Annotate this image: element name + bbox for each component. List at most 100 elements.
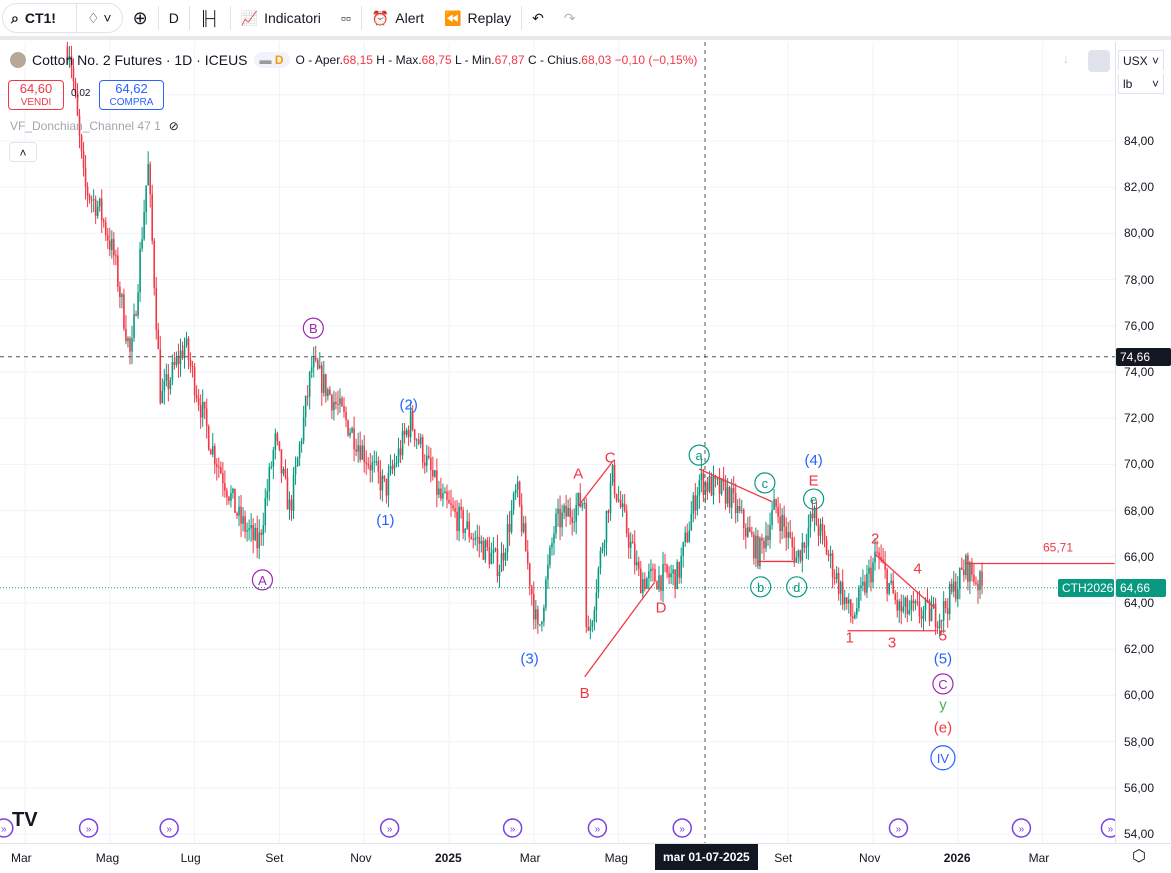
candle-body xyxy=(163,380,166,391)
candle-body xyxy=(736,506,739,514)
candle-body xyxy=(456,511,458,531)
candle-body xyxy=(238,506,240,516)
candle-body xyxy=(817,525,820,536)
settings-icon[interactable]: ⬡ xyxy=(1132,848,1146,865)
event-icon[interactable]: » xyxy=(1100,818,1115,838)
price-axis[interactable]: 84,00 82,00 80,00 78,00 76,00 74,00 72,00 70,00… xyxy=(1115,42,1171,843)
candle-body xyxy=(300,440,303,445)
undo-button[interactable]: ↶ xyxy=(522,3,554,33)
candle-body xyxy=(343,406,345,412)
candle-body xyxy=(417,439,420,445)
candle-body xyxy=(535,609,537,620)
candle-body xyxy=(425,455,428,466)
candle-body xyxy=(432,469,434,477)
layouts-button[interactable]: ▫▫ xyxy=(331,3,361,33)
wave-label: B xyxy=(580,685,590,702)
wave-label: (4) xyxy=(804,452,822,469)
candle-body xyxy=(561,512,563,528)
candle-body xyxy=(902,606,905,612)
price-tick: 84,00 xyxy=(1124,134,1155,148)
wave-label: (2) xyxy=(400,396,418,413)
event-icon[interactable]: » xyxy=(587,818,608,838)
candle-body xyxy=(218,466,220,468)
fullscreen-button[interactable] xyxy=(1088,50,1110,72)
crosshair-date-label: mar 01-07-2025 xyxy=(655,844,758,870)
last-price-label: 64,66 xyxy=(1116,578,1166,597)
redo-button[interactable]: ↷ xyxy=(554,3,586,33)
collapse-legend-button[interactable]: ˄ xyxy=(9,142,37,162)
candle-body xyxy=(829,553,832,557)
candle-body xyxy=(847,599,850,604)
candle-body xyxy=(539,624,541,626)
symbol-title: Cotton No. 2 Futures · 1D · ICEUS xyxy=(32,52,248,68)
event-icon[interactable]: » xyxy=(888,818,909,838)
candle-body xyxy=(444,491,446,494)
candle-body xyxy=(613,464,616,494)
event-icon[interactable]: » xyxy=(672,818,692,838)
interval-button[interactable]: D xyxy=(159,3,189,33)
candle-body xyxy=(795,557,798,563)
candle-body xyxy=(381,475,384,491)
price-tick: 58,00 xyxy=(1124,734,1155,749)
currency-select[interactable]: USX ˅ xyxy=(1118,50,1164,70)
time-tick: 2026 xyxy=(943,851,971,865)
candle-body xyxy=(672,569,674,574)
h-label: H - Max. xyxy=(376,53,422,67)
candle-body xyxy=(625,510,628,534)
candle-body xyxy=(734,492,737,514)
compare-icon[interactable]: ♢ ˅ xyxy=(86,9,112,26)
candle-body xyxy=(296,457,299,467)
event-icon[interactable]: » xyxy=(1011,818,1032,838)
candle-body xyxy=(759,537,761,567)
hidden-eye-icon[interactable]: ⊘ xyxy=(168,119,179,133)
divider xyxy=(157,6,159,30)
event-icon[interactable]: » xyxy=(159,818,179,838)
price-tick: 82,00 xyxy=(1124,180,1155,195)
event-icon[interactable]: » xyxy=(0,818,14,838)
h-value: 68,75 xyxy=(421,53,452,67)
wave-label: IV xyxy=(937,751,950,766)
candle-body xyxy=(658,575,660,590)
candle-body xyxy=(811,513,814,519)
candle-body xyxy=(952,581,955,592)
candle-body xyxy=(708,475,711,492)
buy-button[interactable]: 64,62 COMPRA xyxy=(99,80,164,110)
time-tick: Mar xyxy=(519,851,541,865)
candle-body xyxy=(248,528,250,531)
time-tick: Mar xyxy=(1028,851,1050,865)
add-symbol-button[interactable]: ⊕ xyxy=(123,3,158,33)
symbol-search[interactable]: ⌕ CT1! ♢ ˅ xyxy=(2,3,123,33)
sell-price: 64,60 xyxy=(19,81,53,96)
time-axis[interactable]: Mar Mag Lug Set Nov 2025 Mar Mag Set Nov 2026 Mar ma… xyxy=(0,843,1171,873)
candle-body xyxy=(98,198,101,207)
unit-select[interactable]: lb ˅ xyxy=(1118,74,1164,94)
spread: 0,02 xyxy=(71,88,91,99)
candle-body xyxy=(565,505,567,517)
alert-button[interactable]: ⏰ Alert xyxy=(362,3,434,33)
sell-button[interactable]: 64,60 VENDI xyxy=(8,80,64,110)
candle-body xyxy=(286,476,289,510)
l-value: 67,87 xyxy=(494,53,525,67)
candle-body xyxy=(92,199,95,201)
event-icon[interactable]: » xyxy=(78,818,99,838)
candle-body xyxy=(177,357,180,365)
chart-type-button[interactable]: ╟┤ xyxy=(190,3,230,33)
candle-body xyxy=(854,614,856,619)
indicators-button[interactable]: 📈 Indicatori xyxy=(231,3,331,33)
price-chart[interactable]: 65,71 A B (1) (2) (3) A C B Da c b d (4) Ee 1 2 3 4 5 (5) Cy (… xyxy=(0,42,1115,843)
candle-body xyxy=(650,568,652,572)
candle-body xyxy=(688,530,691,542)
candle-body xyxy=(514,489,517,494)
candle-body xyxy=(191,365,194,368)
replay-button[interactable]: ⏪ Replay xyxy=(434,3,521,33)
candle-body xyxy=(837,573,840,594)
candle-body xyxy=(555,513,557,534)
candle-body xyxy=(496,548,499,577)
event-icon[interactable]: » xyxy=(379,818,400,838)
scroll-down-icon[interactable]: ↓ xyxy=(1063,52,1069,66)
indicator-name: VF_Donchian_Channel 47 1 xyxy=(10,119,161,133)
candle-body xyxy=(480,540,483,544)
candle-body xyxy=(216,464,218,467)
event-icon[interactable]: » xyxy=(502,818,523,838)
